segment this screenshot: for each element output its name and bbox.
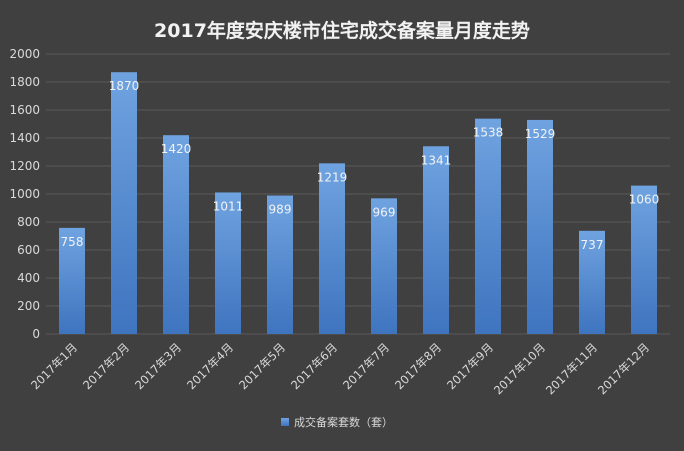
x-tick-label: 2017年11月: [543, 340, 600, 397]
bar: [59, 227, 85, 334]
data-label: 1870: [109, 79, 140, 93]
y-tick-label: 1800: [9, 75, 40, 89]
data-label: 758: [61, 235, 84, 249]
x-tick-label: 2017年12月: [595, 340, 652, 397]
legend-swatch: [281, 418, 289, 426]
bar: [527, 119, 553, 334]
x-tick-label: 2017年5月: [236, 340, 288, 392]
legend[interactable]: 成交备案套数（套）: [281, 415, 393, 429]
x-tick-label: 2017年3月: [132, 340, 184, 392]
y-tick-label: 1000: [9, 187, 40, 201]
x-tick-label: 2017年6月: [288, 340, 340, 392]
data-label: 989: [269, 203, 292, 217]
y-tick-label: 1400: [9, 131, 40, 145]
y-tick-label: 200: [17, 299, 40, 313]
data-label: 1529: [525, 127, 556, 141]
bar: [371, 198, 397, 334]
bar: [319, 163, 345, 334]
data-label: 737: [581, 238, 604, 252]
bar: [423, 146, 449, 334]
bar: [163, 135, 189, 334]
chart-title: 2017年度安庆楼市住宅成交备案量月度走势: [154, 19, 530, 42]
data-label: 1420: [161, 142, 192, 156]
x-tick-label: 2017年10月: [491, 340, 548, 397]
data-labels: 758 1870 1420 1011 989 1219 969 1341 1538 1529 737…: [61, 79, 660, 252]
bar: [111, 72, 137, 334]
gridlines: [46, 53, 670, 335]
data-label: 969: [373, 205, 396, 219]
data-label: 1011: [213, 199, 244, 213]
bar: [631, 185, 657, 334]
y-tick-label: 1600: [9, 103, 40, 117]
x-tick-label: 2017年8月: [392, 340, 444, 392]
x-tick-label: 2017年4月: [184, 340, 236, 392]
legend-label: 成交备案套数（套）: [294, 415, 393, 429]
y-tick-label: 600: [17, 243, 40, 257]
y-tick-label: 1200: [9, 159, 40, 173]
x-tick-label: 2017年7月: [340, 340, 392, 392]
x-tick-label: 2017年9月: [444, 340, 496, 392]
y-tick-label: 400: [17, 271, 40, 285]
data-label: 1341: [421, 153, 452, 167]
y-axis-ticks: 0 200 400 600 800 1000 1200 1400 1600 1800 2000: [9, 47, 40, 341]
bar: [215, 192, 241, 334]
data-label: 1538: [473, 126, 504, 140]
data-label: 1060: [629, 193, 660, 207]
x-tick-label: 2017年1月: [28, 340, 80, 392]
y-tick-label: 2000: [9, 47, 40, 61]
bar: [267, 195, 293, 334]
data-label: 1219: [317, 170, 348, 184]
x-axis-ticks: 2017年1月 2017年2月 2017年3月 2017年4月 2017年5月 2017年…: [28, 340, 652, 397]
bar: [475, 118, 501, 335]
y-tick-label: 800: [17, 215, 40, 229]
bars: [59, 72, 657, 335]
bar: [579, 230, 605, 334]
y-tick-label: 0: [32, 327, 40, 341]
x-tick-label: 2017年2月: [80, 340, 132, 392]
